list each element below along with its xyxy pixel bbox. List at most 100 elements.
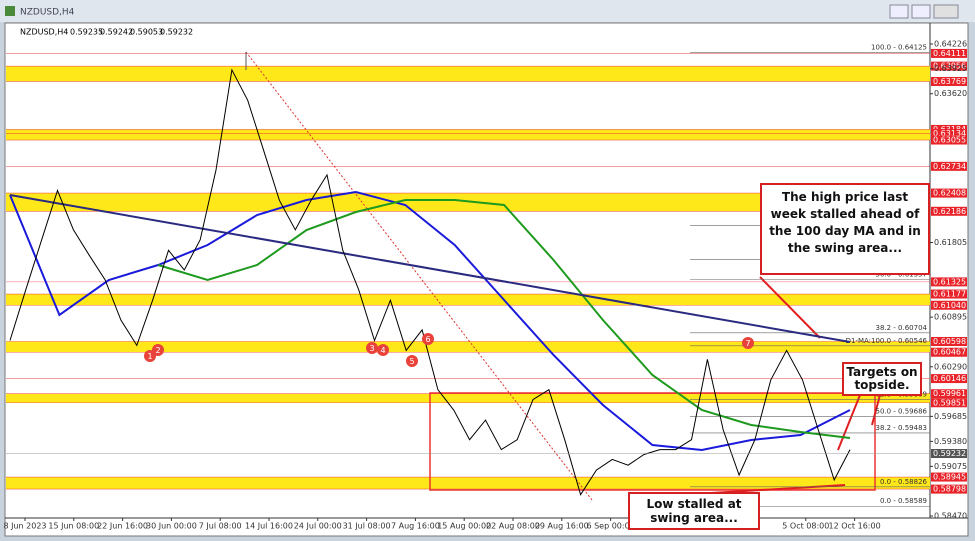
minimize-button[interactable]	[889, 4, 909, 19]
level-label: 0.60146	[933, 374, 966, 383]
marker-label: 2	[155, 346, 160, 355]
level-label-bg	[931, 48, 967, 58]
title-bar	[0, 0, 975, 22]
ohlc: 0.59242	[100, 28, 133, 37]
annotation: The high price last week stalled ahead o…	[760, 183, 930, 275]
ohlc: 0.59053	[130, 28, 163, 37]
level-label: 0.59851	[933, 398, 966, 407]
level-label-bg	[931, 206, 967, 216]
marker-label: 6	[425, 335, 430, 344]
swing-zone	[6, 66, 930, 82]
fib-label: D1-MA:100.0 - 0.60546	[846, 337, 928, 345]
y-tick-label: 0.59685	[934, 412, 967, 421]
x-tick-label: 6 Sep 00:00	[586, 522, 634, 531]
price-line	[9, 68, 851, 496]
level-label-bg	[931, 76, 967, 86]
x-tick-label: 15 Aug 00:00	[437, 522, 491, 531]
moving-average	[9, 190, 851, 452]
arrow	[759, 276, 821, 339]
marker	[366, 342, 378, 354]
range-box	[429, 392, 876, 491]
level-label-bg	[931, 398, 967, 408]
marker	[742, 337, 754, 349]
level-label: 0.63956	[933, 62, 966, 71]
moving-average	[157, 199, 851, 439]
level-label-bg	[931, 188, 967, 198]
level-label: 0.60598	[933, 337, 966, 346]
level-label: 0.63055	[933, 136, 966, 145]
y-tick-label: 0.64226	[934, 40, 967, 49]
x-tick-label: 29 Aug 16:00	[535, 522, 589, 531]
arrow	[871, 394, 881, 426]
level-label: 0.59961	[933, 389, 966, 398]
level-label-bg	[931, 484, 967, 494]
arrow	[837, 394, 861, 451]
fib-label: 38.2 - 0.59483	[875, 424, 927, 432]
annotation: Targets on topside.	[842, 362, 922, 396]
ohlc: 0.59232	[160, 28, 193, 37]
level-label-bg	[931, 161, 967, 171]
level-label-bg	[931, 337, 967, 347]
marker-label: 5	[409, 357, 414, 366]
maximize-button[interactable]	[911, 4, 931, 19]
x-tick-label: 12 Oct 16:00	[829, 522, 881, 531]
level-label-bg	[931, 374, 967, 384]
swing-zone	[6, 477, 930, 490]
level-label: 0.61040	[933, 301, 966, 310]
marker	[422, 333, 434, 345]
level-label-bg	[931, 289, 967, 299]
level-label: 0.58798	[933, 485, 966, 494]
x-tick-label: 7 Aug 16:00	[391, 522, 440, 531]
marker	[406, 355, 418, 367]
swing-zone	[6, 294, 930, 306]
x-tick-label: 31 Jul 08:00	[343, 522, 391, 531]
level-label: 0.60467	[933, 348, 966, 357]
annotation: Low stalled at swing area...	[628, 492, 760, 530]
x-tick-label: 22 Aug 08:00	[486, 522, 540, 531]
x-tick-label: 8 Jun 2023	[3, 522, 46, 531]
y-tick-label: 0.61805	[934, 238, 967, 247]
level-label: 0.62734	[933, 162, 966, 171]
marker-label: 3	[369, 344, 374, 353]
symbol: NZDUSD,H4	[20, 28, 68, 37]
x-tick-label: 24 Jul 00:00	[294, 522, 342, 531]
level-label-bg	[931, 135, 967, 145]
level-label: 0.61177	[933, 290, 966, 299]
close-button[interactable]	[933, 4, 959, 19]
level-label-bg	[931, 277, 967, 287]
level-label-bg	[931, 129, 967, 139]
level-label: 0.64111	[933, 49, 966, 58]
current-price-bg	[931, 449, 967, 459]
level-label-bg	[931, 61, 967, 71]
y-tick-label: 0.59380	[934, 437, 967, 446]
marker-label: 4	[380, 346, 385, 355]
swing-zone	[6, 341, 930, 353]
x-tick-label: 5 Oct 08:00	[782, 522, 829, 531]
level-label-bg	[931, 347, 967, 357]
fib-label: 38.2 - 0.60704	[875, 324, 927, 332]
swing-zone	[6, 393, 930, 403]
y-tick-label: 0.58470	[934, 512, 967, 521]
window-title: NZDUSD,H4	[20, 8, 75, 18]
y-tick-label: 0.60895	[934, 313, 967, 322]
marker	[152, 344, 164, 356]
level-label: 0.63769	[933, 77, 966, 86]
level-label: 0.61325	[933, 277, 966, 286]
fib-label: 0.0 - 0.58589	[880, 497, 927, 505]
level-label: 0.58945	[933, 473, 966, 482]
app-icon	[5, 6, 15, 16]
swing-zone	[6, 129, 930, 141]
level-label: 0.62408	[933, 189, 966, 198]
level-label: 0.62186	[933, 207, 966, 216]
y-tick-label: 0.63620	[934, 89, 967, 98]
x-tick-label: 15 Jun 08:00	[48, 522, 99, 531]
level-label-bg	[931, 300, 967, 310]
level-label-bg	[931, 472, 967, 482]
x-tick-label: 22 Jun 16:00	[97, 522, 148, 531]
fib-label: 100.0 - 0.64125	[871, 43, 927, 51]
moving-average	[9, 194, 851, 343]
x-tick-label: 7 Jul 08:00	[199, 522, 242, 531]
fib-label: 50.0 - 0.59686	[875, 407, 927, 415]
marker-label: 1	[147, 352, 152, 361]
